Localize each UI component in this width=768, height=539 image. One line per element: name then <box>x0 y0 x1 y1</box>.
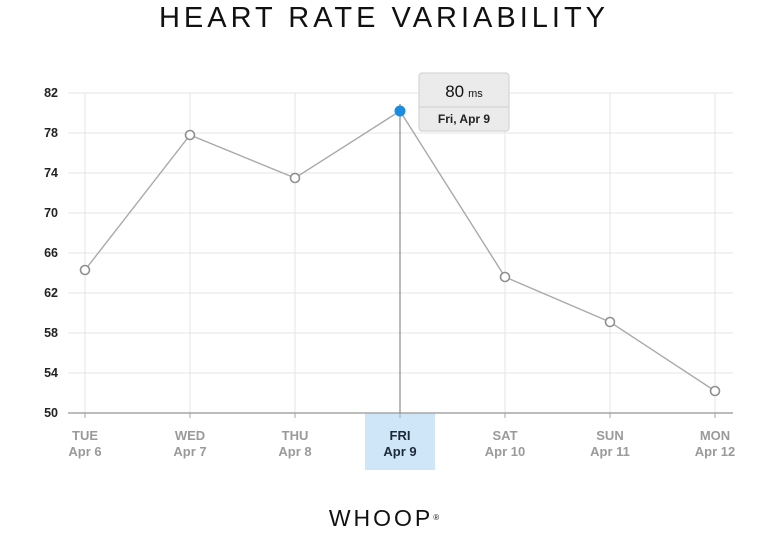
data-point-fri-selected <box>394 105 406 117</box>
x-label-day-wed: WED <box>175 428 205 443</box>
y-tick-label-54: 54 <box>44 366 58 380</box>
x-label-day-fri: FRI <box>390 428 411 443</box>
brand-name: WHOOP <box>328 505 434 531</box>
y-tick-label-74: 74 <box>44 166 58 180</box>
tooltip-box <box>418 72 510 132</box>
x-label-day-sun: SUN <box>596 428 623 443</box>
chart-title: HEART RATE VARIABILITY <box>158 2 610 34</box>
x-label-date-fri: Apr 9 <box>383 444 416 459</box>
x-label-date-mon: Apr 12 <box>695 444 735 459</box>
y-tick-label-82: 82 <box>44 86 58 100</box>
x-label-day-mon: MON <box>700 428 730 443</box>
x-label-day-thu: THU <box>282 428 309 443</box>
x-label-date-tue: Apr 6 <box>68 444 101 459</box>
x-label-date-wed: Apr 7 <box>173 444 206 459</box>
tooltip-date: Fri, Apr 9 <box>438 112 491 126</box>
data-point-wed <box>184 129 196 141</box>
data-point-thu <box>289 172 301 184</box>
y-tick-label-66: 66 <box>44 246 58 260</box>
data-point-sat <box>499 271 511 283</box>
x-label-day-tue: TUE <box>72 428 98 443</box>
data-point-mon <box>709 385 721 397</box>
y-tick-label-58: 58 <box>44 326 58 340</box>
registered-mark: ® <box>433 513 440 522</box>
y-tick-label-78: 78 <box>44 126 58 140</box>
y-tick-label-50: 50 <box>44 406 58 420</box>
y-tick-label-70: 70 <box>44 206 58 220</box>
y-tick-label-62: 62 <box>44 286 58 300</box>
tooltip-value-number: 80 <box>445 82 464 101</box>
tooltip-value-unit: ms <box>468 88 483 100</box>
x-label-date-sat: Apr 10 <box>485 444 525 459</box>
whoop-logo: WHOOP® <box>0 503 768 533</box>
selected-day-highlight <box>365 413 435 470</box>
data-point-sun <box>604 316 616 328</box>
tooltip-value: 80 ms <box>445 82 483 101</box>
x-label-date-sun: Apr 11 <box>590 444 630 459</box>
data-point-tue <box>79 264 91 276</box>
x-label-date-thu: Apr 8 <box>278 444 311 459</box>
x-label-day-sat: SAT <box>492 428 517 443</box>
